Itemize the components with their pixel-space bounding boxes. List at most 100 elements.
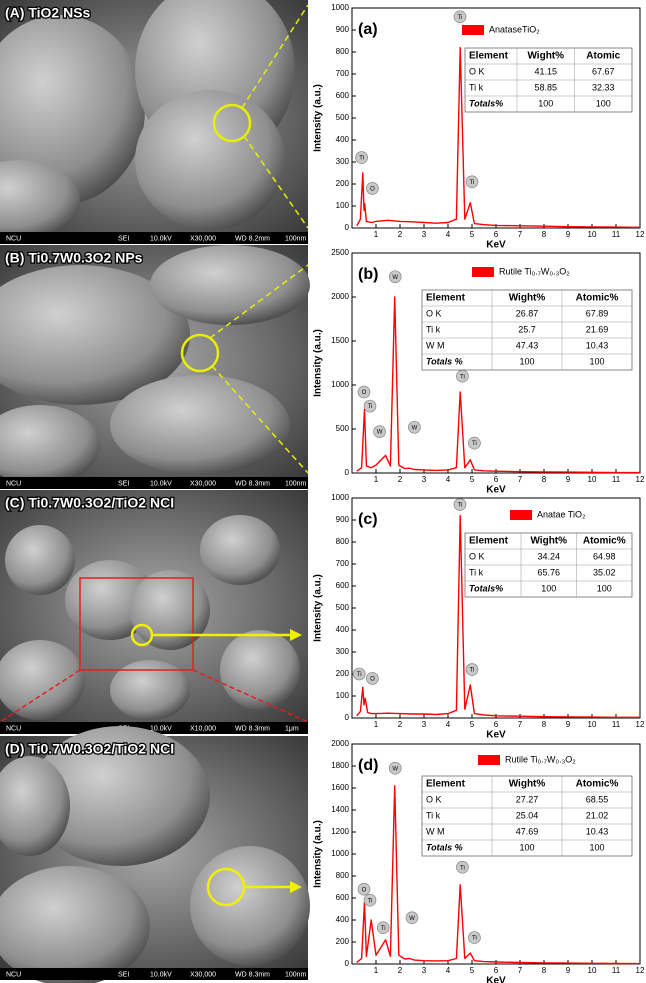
x-tick-label: 9 [566,720,571,729]
x-tick-label: 2 [398,720,403,729]
x-tick-label: 7 [518,475,523,484]
peak-label: W [392,275,398,281]
sem-footer-text: 10.0kV [150,725,172,732]
y-tick-label: 700 [336,559,350,568]
particle [0,15,145,205]
y-axis-label: Intensity (a.u.) [313,574,324,642]
peak-marker [468,436,481,450]
peak-label: Ti [460,865,465,871]
table-header: Atomic [586,51,620,62]
y-tick-label: 200 [336,937,350,946]
y-tick-label: 1000 [331,849,349,858]
x-tick-label: 6 [494,475,499,484]
x-tick-label: 3 [422,230,427,239]
sem-footer-text: 10.0kV [150,971,172,978]
x-tick-label: 5 [470,720,475,729]
table-cell: 27.27 [516,794,539,804]
table-cell: 47.69 [516,826,539,836]
particle [0,265,190,405]
x-tick-label: 4 [446,966,451,975]
x-tick-label: 1 [374,475,379,484]
x-axis-label: KeV [486,976,506,983]
peak-label: Ti [470,180,475,186]
spectrum-line [356,46,641,228]
y-tick-label: 1600 [331,783,349,792]
peak-marker [388,270,402,284]
table-cell: W M [426,340,445,350]
spectrum-line [356,296,640,474]
arrow-head [290,881,302,893]
table-cell: O K [469,551,485,561]
peak-label: Ti [460,374,465,380]
y-tick-label: 200 [336,669,350,678]
table-cell: 100 [589,356,604,366]
particle [0,640,85,720]
x-tick-label: 7 [518,720,523,729]
y-tick-label: 0 [345,223,350,232]
sem-footer-bar [0,968,308,980]
zoom-line [192,669,309,723]
peak-label: W [377,430,383,436]
peak-label: W [412,425,418,431]
peak-marker [357,385,371,399]
peak-label: O [362,390,367,396]
sem-footer-text: WD 8.2mm [235,235,270,242]
x-tick-label: 8 [542,966,547,975]
table-cell: O K [469,66,485,76]
peak-label: Ti [368,404,373,410]
x-tick-label: 5 [470,966,475,975]
legend-label: Rutile Ti₀.₇W₀.₃O₂ [499,266,570,276]
sem-footer-text: NCU [6,235,21,242]
table-header: Atomic% [583,536,626,547]
y-tick-label: 400 [336,135,350,144]
x-tick-label: 11 [612,475,621,484]
x-tick-label: 10 [588,720,597,729]
peak-label: Ti [381,926,386,932]
table-header: Wight% [509,293,546,304]
x-tick-label: 7 [518,966,523,975]
x-tick-label: 6 [494,966,499,975]
sem-footer-text: SEI [118,971,129,978]
peak-label: W [392,766,398,772]
table-cell: 100 [589,842,604,852]
sem-footer-text: NCU [6,971,21,978]
table-cell: 34.24 [537,551,560,561]
x-tick-label: 10 [588,230,597,239]
x-tick-label: 10 [588,966,597,975]
x-tick-label: 3 [422,966,427,975]
y-tick-label: 300 [336,157,350,166]
sem-footer-text: 10.0kV [150,480,172,487]
sem-footer-text: WD 8.3mm [235,480,270,487]
x-tick-label: 1 [374,720,379,729]
table-header: Wight% [527,51,564,62]
x-axis-label: KeV [486,730,506,741]
panel-label: (c) [358,511,378,528]
x-tick-label: 4 [446,475,451,484]
x-tick-label: 11 [612,720,621,729]
x-tick-label: 11 [612,230,621,239]
zoom-line [241,4,309,109]
y-tick-label: 0 [345,713,350,722]
y-tick-label: 800 [336,871,350,880]
x-tick-label: 9 [566,475,571,484]
table-header: Element [469,51,509,62]
x-tick-label: 1 [374,230,379,239]
zoom-line [243,135,309,229]
y-tick-label: 900 [336,25,350,34]
table-cell: Totals% [469,98,503,108]
sem-footer-text: 100nm [285,480,307,487]
plot-frame [351,497,641,719]
peak-marker [453,10,467,24]
table-cell: 32.33 [592,82,615,92]
y-axis-label: Intensity (a.u.) [313,820,324,888]
peak-marker [363,893,377,907]
particle [0,160,80,240]
peak-marker [456,860,469,874]
table-header: Wight% [509,779,546,790]
particle [200,515,280,585]
highlight-circle [212,103,252,143]
table-cell: 25.7 [518,324,536,334]
y-tick-label: 1800 [331,761,349,770]
particle [0,756,70,856]
